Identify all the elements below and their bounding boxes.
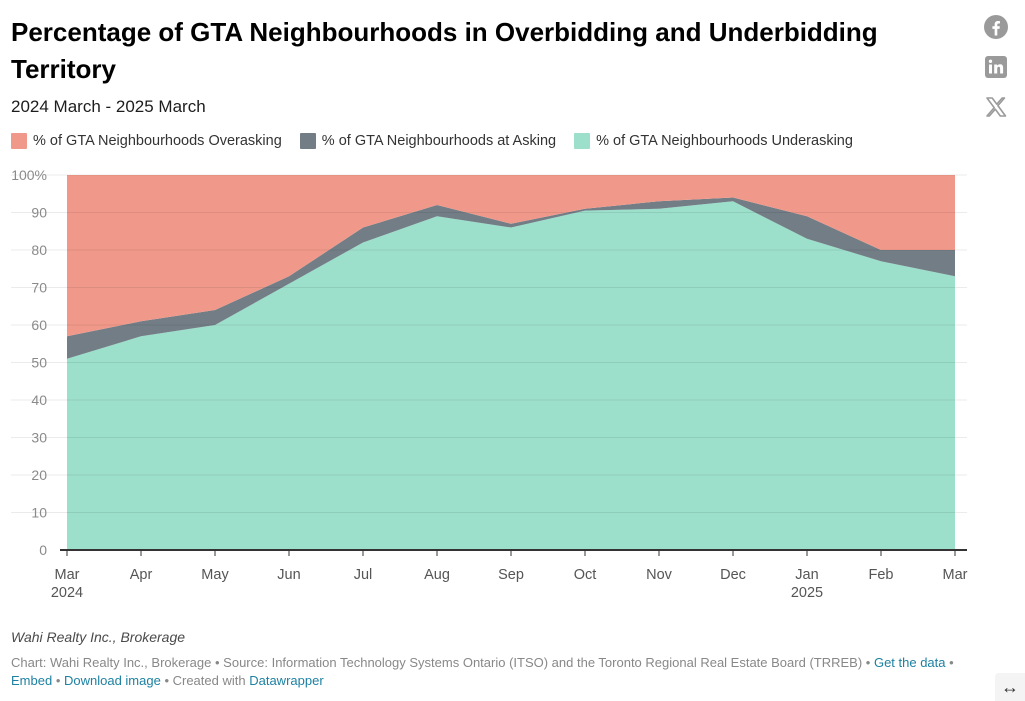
chart-title: Percentage of GTA Neighbourhoods in Over… [11,17,878,84]
y-tick-label-40: 40 [31,392,47,408]
x-twitter-icon[interactable] [983,94,1009,120]
y-tick-label-30: 30 [31,430,47,446]
x-tick-label-2: May [201,567,229,583]
y-tick-label-50: 50 [31,355,47,371]
datawrapper-link[interactable]: Datawrapper [249,673,324,688]
x-tick-label-9: Dec [720,567,746,583]
y-tick-label-60: 60 [31,317,47,333]
x-tick-label-5: Aug [424,567,450,583]
data-source: Source: Information Technology Systems O… [223,655,863,670]
y-tick-label-20: 20 [31,467,47,483]
chart-credit: Chart: Wahi Realty Inc., Brokerage [11,655,212,670]
x-tick-year-label-10: 2025 [791,585,823,600]
x-tick-label-8: Nov [646,567,673,583]
x-tick-label-3: Jun [277,567,300,583]
get-the-data-link[interactable]: Get the data [873,655,946,670]
y-tick-label-100: 100% [11,170,47,183]
x-tick-label-12: Mar [943,567,968,583]
legend-label-underasking: % of GTA Neighbourhoods Underasking [596,133,853,149]
x-tick-label-11: Feb [869,567,894,583]
y-tick-label-10: 10 [31,505,47,521]
legend-swatch-overasking [11,133,27,149]
y-tick-label-70: 70 [31,280,47,296]
legend-label-at-asking: % of GTA Neighbourhoods at Asking [321,133,557,149]
x-tick-label-4: Jul [354,567,373,583]
area-of-gta-neighbourhoods-underasking [67,201,955,550]
x-tick-label-6: Sep [498,567,524,583]
byline: Wahi Realty Inc., Brokerage [11,629,186,645]
resize-handle-icon[interactable]: ↔ [995,673,1025,701]
download-image-link[interactable]: Download image [63,673,161,688]
legend-item-overasking: % of GTA Neighbourhoods Overasking [11,133,282,149]
created-with-text: Created with [172,673,246,688]
x-tick-label-1: Apr [130,567,153,583]
y-tick-label-80: 80 [31,242,47,258]
y-tick-label-90: 90 [31,205,47,221]
x-tick-label-7: Oct [574,567,597,583]
x-tick-label-0: Mar [55,567,80,583]
legend-label-overasking: % of GTA Neighbourhoods Overasking [33,133,282,149]
chart-legend: % of GTA Neighbourhoods Overasking % of … [11,133,853,149]
area-of-gta-neighbourhoods-overasking [67,175,955,337]
facebook-icon[interactable] [983,14,1009,40]
legend-swatch-at-asking [299,133,316,149]
footer-notes: Chart: Wahi Realty Inc., Brokerage • Sou… [11,655,954,688]
legend-item-at-asking: % of GTA Neighbourhoods at Asking [299,133,557,149]
legend-item-underasking: % of GTA Neighbourhoods Underasking [574,133,853,149]
y-tick-label-0: 0 [39,542,47,558]
area-chart: 0 10 20 30 40 50 60 70 80 90 100% Mar 2024 Apr May Jun J… [11,170,968,600]
linkedin-icon[interactable] [983,54,1009,80]
x-tick-label-10: Jan [795,567,818,583]
legend-swatch-underasking [574,133,591,149]
embed-link[interactable]: Embed [11,673,53,688]
x-tick-year-label-0: 2024 [51,585,83,600]
chart-subtitle: 2024 March - 2025 March [11,97,206,116]
